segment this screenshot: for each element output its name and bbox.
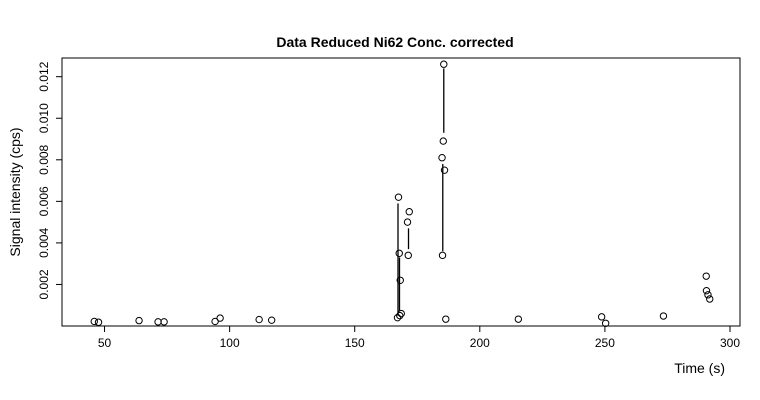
data-point <box>706 295 714 303</box>
data-point <box>396 311 404 320</box>
data-point <box>405 208 413 216</box>
data-point <box>704 291 712 299</box>
x-tick-label: 100 <box>220 336 240 350</box>
data-point <box>90 317 98 326</box>
data-point <box>438 251 447 260</box>
data-point <box>393 313 402 322</box>
data-point <box>135 316 143 325</box>
data-point <box>397 309 405 318</box>
data-point <box>442 315 450 323</box>
data-point <box>440 166 449 174</box>
x-tick-label: 50 <box>98 336 112 350</box>
data-point <box>514 315 523 323</box>
y-tick-label: 0.010 <box>37 103 51 133</box>
series-lines <box>397 68 445 316</box>
data-point <box>601 319 610 327</box>
y-tick-label: 0.004 <box>37 228 51 258</box>
x-tick-label: 300 <box>720 336 740 350</box>
x-axis-label: Time (s) <box>674 360 725 376</box>
data-point <box>211 317 219 326</box>
data-point <box>438 154 446 162</box>
x-tick-label: 150 <box>345 336 365 350</box>
data-point <box>403 218 412 226</box>
data-point <box>267 316 276 324</box>
data-point <box>439 137 447 145</box>
data-point <box>94 318 103 326</box>
y-tick-label: 0.002 <box>37 269 51 299</box>
x-axis: 50 100 150 200 250 300 <box>98 326 740 350</box>
x-tick-label: 250 <box>595 336 615 350</box>
y-axis-label: Signal intensity (cps) <box>7 127 23 256</box>
data-point <box>659 312 668 320</box>
data-point <box>597 313 606 321</box>
plot-frame <box>61 57 741 327</box>
data-point <box>216 314 224 322</box>
x-tick-label: 200 <box>470 336 490 350</box>
y-tick-label: 0.006 <box>37 186 51 216</box>
data-point <box>440 60 448 68</box>
data-point <box>396 276 404 284</box>
data-point <box>394 193 403 201</box>
chart-title: Data Reduced Ni62 Conc. corrected <box>276 34 513 50</box>
y-axis: 0.002 0.004 0.006 0.008 0.010 0.012 <box>37 61 62 299</box>
data-point <box>160 318 168 326</box>
data-point <box>404 251 412 260</box>
y-tick-label: 0.008 <box>37 144 51 174</box>
data-point <box>702 272 710 280</box>
data-point <box>702 286 711 295</box>
y-tick-label: 0.012 <box>37 61 51 91</box>
series-points <box>90 60 714 327</box>
data-point <box>255 315 263 324</box>
data-point <box>395 249 403 257</box>
